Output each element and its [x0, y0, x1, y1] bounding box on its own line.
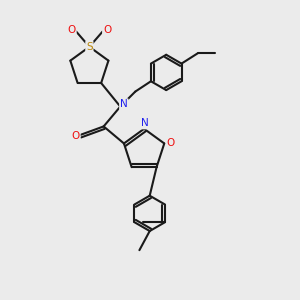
Text: O: O — [72, 131, 80, 141]
Text: O: O — [167, 138, 175, 148]
Text: S: S — [86, 42, 93, 52]
Text: N: N — [141, 118, 149, 128]
Text: O: O — [68, 25, 76, 35]
Text: N: N — [120, 99, 128, 109]
Text: O: O — [103, 25, 111, 35]
